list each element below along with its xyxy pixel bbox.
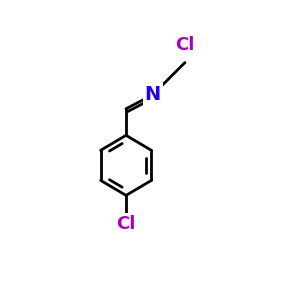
Text: Cl: Cl bbox=[175, 36, 195, 54]
Text: N: N bbox=[145, 85, 161, 104]
Text: Cl: Cl bbox=[116, 215, 136, 233]
